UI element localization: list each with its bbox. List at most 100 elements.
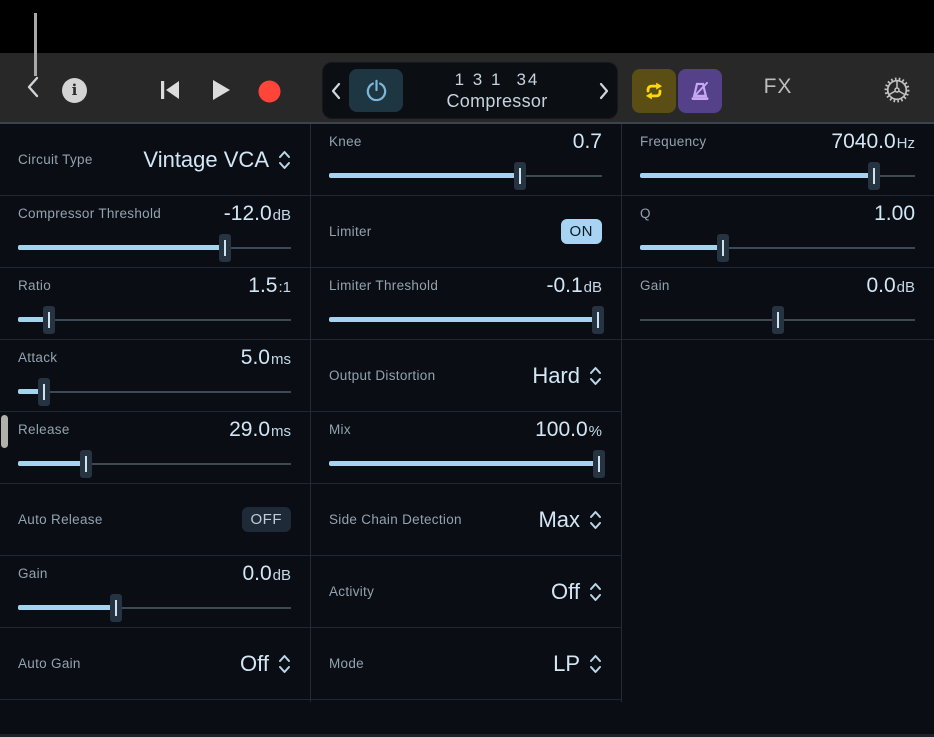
bottom-edge-strip [0, 734, 934, 737]
info-button[interactable]: i [62, 78, 87, 103]
param-toggle-on[interactable]: ON [560, 219, 602, 244]
settings-button[interactable] [883, 76, 911, 104]
slider-thumb[interactable] [514, 161, 527, 190]
slider-thumb[interactable] [37, 377, 50, 406]
record-button[interactable] [258, 80, 281, 103]
scroll-indicator[interactable] [1, 415, 8, 448]
param-value: 1.00 [874, 202, 915, 226]
param-stepper[interactable]: Off [240, 651, 291, 677]
slider-fill [18, 605, 117, 610]
plugin-parameter-grid: Circuit Type Vintage VCA Compressor Thresh… [0, 122, 934, 702]
param-value-unit: ms [271, 350, 291, 368]
record-icon [258, 80, 281, 103]
param-stepper[interactable]: Max [538, 507, 602, 533]
param-slider[interactable] [640, 305, 915, 334]
param-value-unit: dB [583, 278, 602, 296]
param-value: -12.0 dB [224, 202, 291, 226]
slider-fill [329, 173, 521, 178]
parameter-column-3: Frequency 7040.0 Hz Q 1.00 Gain 0.0 dB [622, 124, 934, 702]
slider-track [18, 318, 291, 321]
parameter-column-2: Knee 0.7 Limiter ON Limiter Threshold -0.1 dB O… [311, 124, 622, 702]
stepper-chevrons-icon [590, 510, 601, 529]
cycle-button[interactable] [632, 69, 676, 113]
param-value-number: 100.0 [535, 417, 588, 441]
slider-thumb[interactable] [867, 161, 880, 190]
param-label: Attack [18, 350, 58, 365]
param-label: Output Distortion [329, 368, 436, 383]
param-value: -0.1 dB [546, 274, 602, 298]
param-stepper[interactable]: Vintage VCA [143, 147, 291, 173]
param-label: Activity [329, 584, 375, 599]
slider-thumb[interactable] [591, 305, 604, 334]
param-stepper[interactable]: LP [553, 651, 602, 677]
param-label: Side Chain Detection [329, 512, 462, 527]
param-value-number: 0.0 [242, 561, 272, 585]
metronome-button[interactable] [678, 69, 722, 113]
param-value: 7040.0 Hz [831, 130, 915, 154]
param-label: Compressor Threshold [18, 206, 162, 221]
slider-thumb[interactable] [219, 233, 232, 262]
param-slider[interactable] [18, 233, 291, 262]
slider-fill [329, 461, 600, 466]
param-value-number: 7040.0 [831, 129, 896, 153]
param-value-number: 29.0 [229, 417, 270, 441]
slider-thumb[interactable] [771, 305, 784, 334]
param-value: 1.5:1 [248, 274, 291, 298]
play-icon [213, 80, 230, 100]
fx-tab-label: FX [763, 75, 793, 98]
slider-fill [18, 245, 226, 250]
slider-thumb[interactable] [110, 593, 123, 622]
param-value: 100.0% [535, 418, 602, 442]
playhead-artifact-line [34, 13, 37, 76]
parameter-column-1: Circuit Type Vintage VCA Compressor Thresh… [0, 124, 311, 702]
param-value-unit: % [588, 422, 602, 440]
param-toggle-off[interactable]: OFF [241, 507, 291, 532]
param-slider[interactable] [329, 449, 606, 478]
plugin-power-button[interactable] [349, 69, 403, 112]
param-slider[interactable] [18, 449, 291, 478]
param-value: 0.7 [573, 130, 602, 154]
slider-fill [329, 317, 598, 322]
param-row-activity: Activity Off [311, 556, 621, 628]
stepper-value: Max [538, 506, 580, 532]
power-icon [366, 79, 386, 102]
next-plugin-button[interactable] [591, 82, 617, 100]
skip-to-start-icon [161, 81, 179, 99]
param-slider[interactable] [329, 161, 602, 190]
param-label: Frequency [640, 134, 707, 149]
param-label: Ratio [18, 278, 52, 293]
param-row-limiter: Limiter ON [311, 196, 621, 268]
param-label: Circuit Type [18, 152, 93, 167]
playhead-position: 1 3 1 34 [455, 69, 540, 90]
param-stepper[interactable]: Hard [532, 363, 602, 389]
param-stepper[interactable]: Off [551, 579, 602, 605]
skip-to-start-button[interactable] [158, 79, 182, 101]
param-row-circuit-type: Circuit Type Vintage VCA [0, 124, 310, 196]
slider-thumb[interactable] [80, 449, 93, 478]
param-value-unit: ms [271, 422, 291, 440]
cycle-icon [645, 82, 663, 100]
stepper-chevrons-icon [590, 582, 601, 601]
param-row-release: Release 29.0 ms [0, 412, 310, 484]
previous-plugin-button[interactable] [323, 82, 349, 100]
stepper-value: LP [553, 650, 580, 676]
back-button[interactable] [22, 74, 44, 100]
plugin-navigator-panel: 1 3 1 34 Compressor [322, 62, 618, 119]
param-row-auto-gain: Auto Gain Off [0, 628, 310, 700]
play-button[interactable] [211, 79, 231, 101]
param-row-output-distortion: Output Distortion Hard [311, 340, 621, 412]
slider-thumb[interactable] [593, 449, 606, 478]
param-slider[interactable] [18, 377, 291, 406]
slider-thumb[interactable] [43, 305, 56, 334]
param-label: Q [640, 206, 651, 221]
param-slider[interactable] [640, 161, 915, 190]
param-row-limiter-threshold: Limiter Threshold -0.1 dB [311, 268, 621, 340]
param-value-unit: dB [272, 206, 291, 224]
param-row-frequency: Frequency 7040.0 Hz [622, 124, 934, 196]
param-row-gain: Gain 0.0 dB [622, 268, 934, 340]
param-slider[interactable] [18, 305, 291, 334]
param-slider[interactable] [329, 305, 604, 334]
slider-thumb[interactable] [716, 233, 729, 262]
param-slider[interactable] [18, 593, 291, 622]
param-slider[interactable] [640, 233, 915, 262]
